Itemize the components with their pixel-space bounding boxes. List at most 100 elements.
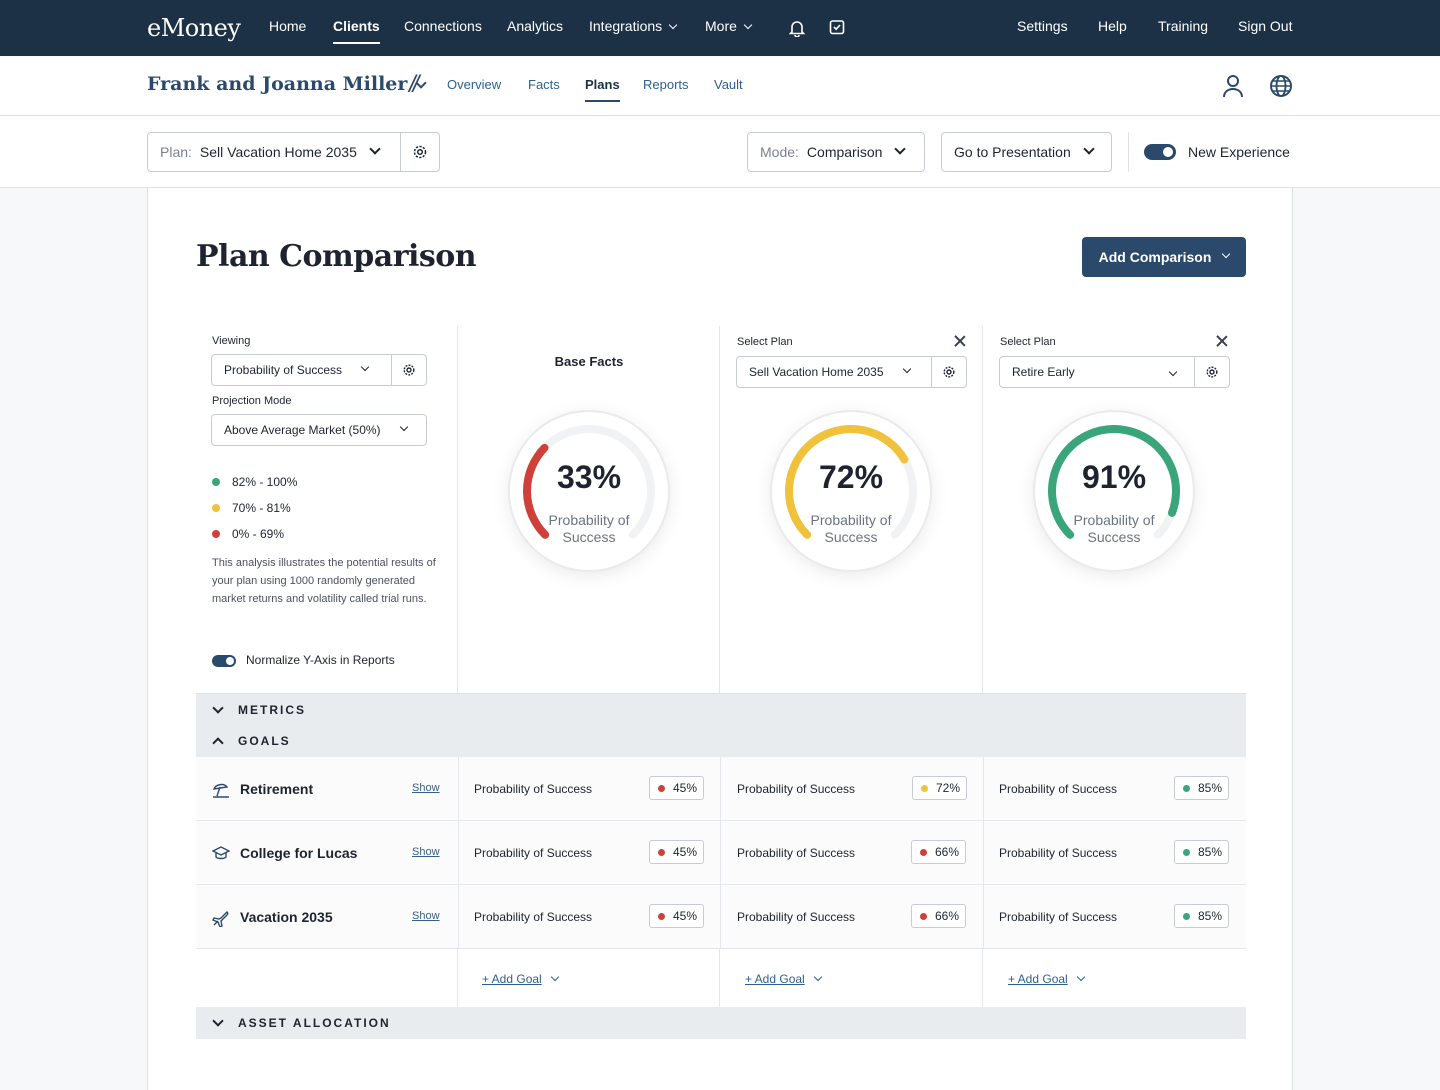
normalize-y-axis-toggle[interactable] <box>212 655 236 667</box>
add-goal-button[interactable]: + Add Goal <box>745 972 822 986</box>
nav-home[interactable]: Home <box>269 18 307 34</box>
go-to-presentation-dropdown[interactable]: Go to Presentation <box>941 132 1112 172</box>
probability-gauge: 72% Probability of Success <box>769 409 933 573</box>
cell-divider <box>719 949 720 1007</box>
chevron-down-icon <box>894 143 907 155</box>
tab-plans[interactable]: Plans <box>585 77 620 102</box>
chevron-down-icon <box>550 972 559 982</box>
top-navigation: eMoney Home Clients Connections Analytic… <box>0 0 1440 56</box>
user-icon[interactable] <box>1222 74 1244 103</box>
goal-name: Vacation 2035 <box>240 909 333 925</box>
badge-value: 45% <box>673 909 698 923</box>
gauge-ring <box>508 410 670 572</box>
tab-facts[interactable]: Facts <box>528 77 560 92</box>
close-icon[interactable] <box>1216 335 1228 347</box>
plan-select[interactable]: Plan: Sell Vacation Home 2035 <box>147 132 440 172</box>
cell-divider <box>458 757 459 821</box>
gauge-percent: 33% <box>556 459 622 495</box>
client-name-label: Frank and Joanna Miller <box>147 73 408 95</box>
client-name-dropdown[interactable]: Frank and Joanna Miller <box>147 73 428 95</box>
mode-select-label: Mode: <box>760 144 799 160</box>
legend-item: 82% - 100% <box>212 475 297 489</box>
plan-comparison-card: Plan Comparison Add Comparison Viewing P… <box>147 188 1293 1090</box>
cell-label: Probability of Success <box>474 910 593 924</box>
nav-training[interactable]: Training <box>1158 18 1209 34</box>
plan-select-label: Plan: <box>160 144 192 160</box>
chevron-down-icon <box>212 1015 224 1027</box>
divider <box>1128 132 1129 172</box>
gauge-label-text: Probability of Success <box>810 512 892 545</box>
separator-slashes: // <box>409 71 419 98</box>
show-goal-link[interactable]: Show <box>412 846 440 858</box>
badge-value: 85% <box>1198 781 1223 795</box>
cell-label: Probability of Success <box>737 846 856 860</box>
projection-mode-select[interactable]: Above Average Market (50%) <box>211 414 427 446</box>
metrics-section-toggle[interactable]: METRICS <box>196 693 1246 725</box>
page-title: Plan Comparison <box>196 239 477 274</box>
nav-analytics[interactable]: Analytics <box>507 18 564 34</box>
add-comparison-button[interactable]: Add Comparison <box>1082 237 1246 277</box>
badge-value: 85% <box>1198 909 1223 923</box>
nav-sign-out[interactable]: Sign Out <box>1238 18 1293 34</box>
compare-plan-select[interactable]: Retire Early <box>999 356 1230 388</box>
cell-divider <box>720 757 721 821</box>
probability-badge: 45% <box>649 776 705 800</box>
add-goal-button[interactable]: + Add Goal <box>482 972 559 986</box>
goals-section-toggle[interactable]: GOALS <box>196 725 1246 757</box>
nav-more[interactable]: More <box>705 18 753 34</box>
chevron-down-icon <box>668 20 678 30</box>
compare-plan-select[interactable]: Sell Vacation Home 2035 <box>736 356 967 388</box>
probability-badge: 85% <box>1174 904 1230 928</box>
badge-value: 72% <box>936 781 961 795</box>
gauge-value-arc <box>523 443 550 539</box>
cell-divider <box>983 757 984 821</box>
bell-icon[interactable] <box>788 19 806 42</box>
legend-label: 70% - 81% <box>232 501 291 515</box>
globe-icon[interactable] <box>1269 74 1293 103</box>
viewing-settings-button[interactable] <box>391 355 426 385</box>
status-dot <box>920 848 927 856</box>
tab-reports[interactable]: Reports <box>643 77 689 92</box>
compare-plan-value: Retire Early <box>1012 365 1075 379</box>
add-goal-button[interactable]: + Add Goal <box>1008 972 1085 986</box>
nav-settings[interactable]: Settings <box>1017 18 1068 34</box>
cell-divider <box>457 949 458 1007</box>
nav-integrations[interactable]: Integrations <box>589 18 678 34</box>
nav-connections[interactable]: Connections <box>404 18 482 34</box>
legend-label: 0% - 69% <box>232 527 285 541</box>
plan-settings-button[interactable] <box>400 133 439 171</box>
tab-overview[interactable]: Overview <box>447 77 502 92</box>
plan-select-value: Sell Vacation Home 2035 <box>199 144 357 160</box>
nav-clients[interactable]: Clients <box>333 18 380 44</box>
badge-value: 45% <box>673 781 698 795</box>
gauge-value-arc <box>1048 425 1180 539</box>
close-icon[interactable] <box>954 335 966 347</box>
cell-label: Probability of Success <box>999 782 1118 796</box>
metrics-section-label: METRICS <box>238 702 306 717</box>
chevron-down-icon <box>399 422 408 432</box>
status-dot <box>921 784 928 792</box>
probability-badge: 85% <box>1174 840 1230 864</box>
cell-label: Probability of Success <box>999 910 1118 924</box>
goal-name: Retirement <box>240 781 314 797</box>
show-goal-link[interactable]: Show <box>412 910 440 922</box>
compare-plan-settings-button[interactable] <box>1194 357 1229 387</box>
base-facts-title: Base Facts <box>554 354 624 369</box>
show-goal-link[interactable]: Show <box>412 782 440 794</box>
add-goal-label: + Add Goal <box>745 972 805 986</box>
status-dot <box>1183 784 1190 792</box>
tab-vault[interactable]: Vault <box>714 77 743 92</box>
legend-dot <box>212 530 220 538</box>
gauge-label: Probability of Success <box>769 512 933 546</box>
cell-label: Probability of Success <box>737 910 856 924</box>
compare-plan-settings-button[interactable] <box>931 357 966 387</box>
add-goal-label: + Add Goal <box>1008 972 1068 986</box>
viewing-select[interactable]: Probability of Success <box>211 354 427 386</box>
mode-select[interactable]: Mode: Comparison <box>747 132 925 172</box>
gauge-percent: 72% <box>818 459 884 495</box>
nav-help[interactable]: Help <box>1098 18 1127 34</box>
asset-allocation-section-toggle[interactable]: ASSET ALLOCATION <box>196 1007 1246 1039</box>
checkbox-icon[interactable] <box>829 19 845 40</box>
emoney-logo[interactable]: eMoney <box>147 14 241 42</box>
new-experience-toggle[interactable] <box>1144 144 1176 160</box>
